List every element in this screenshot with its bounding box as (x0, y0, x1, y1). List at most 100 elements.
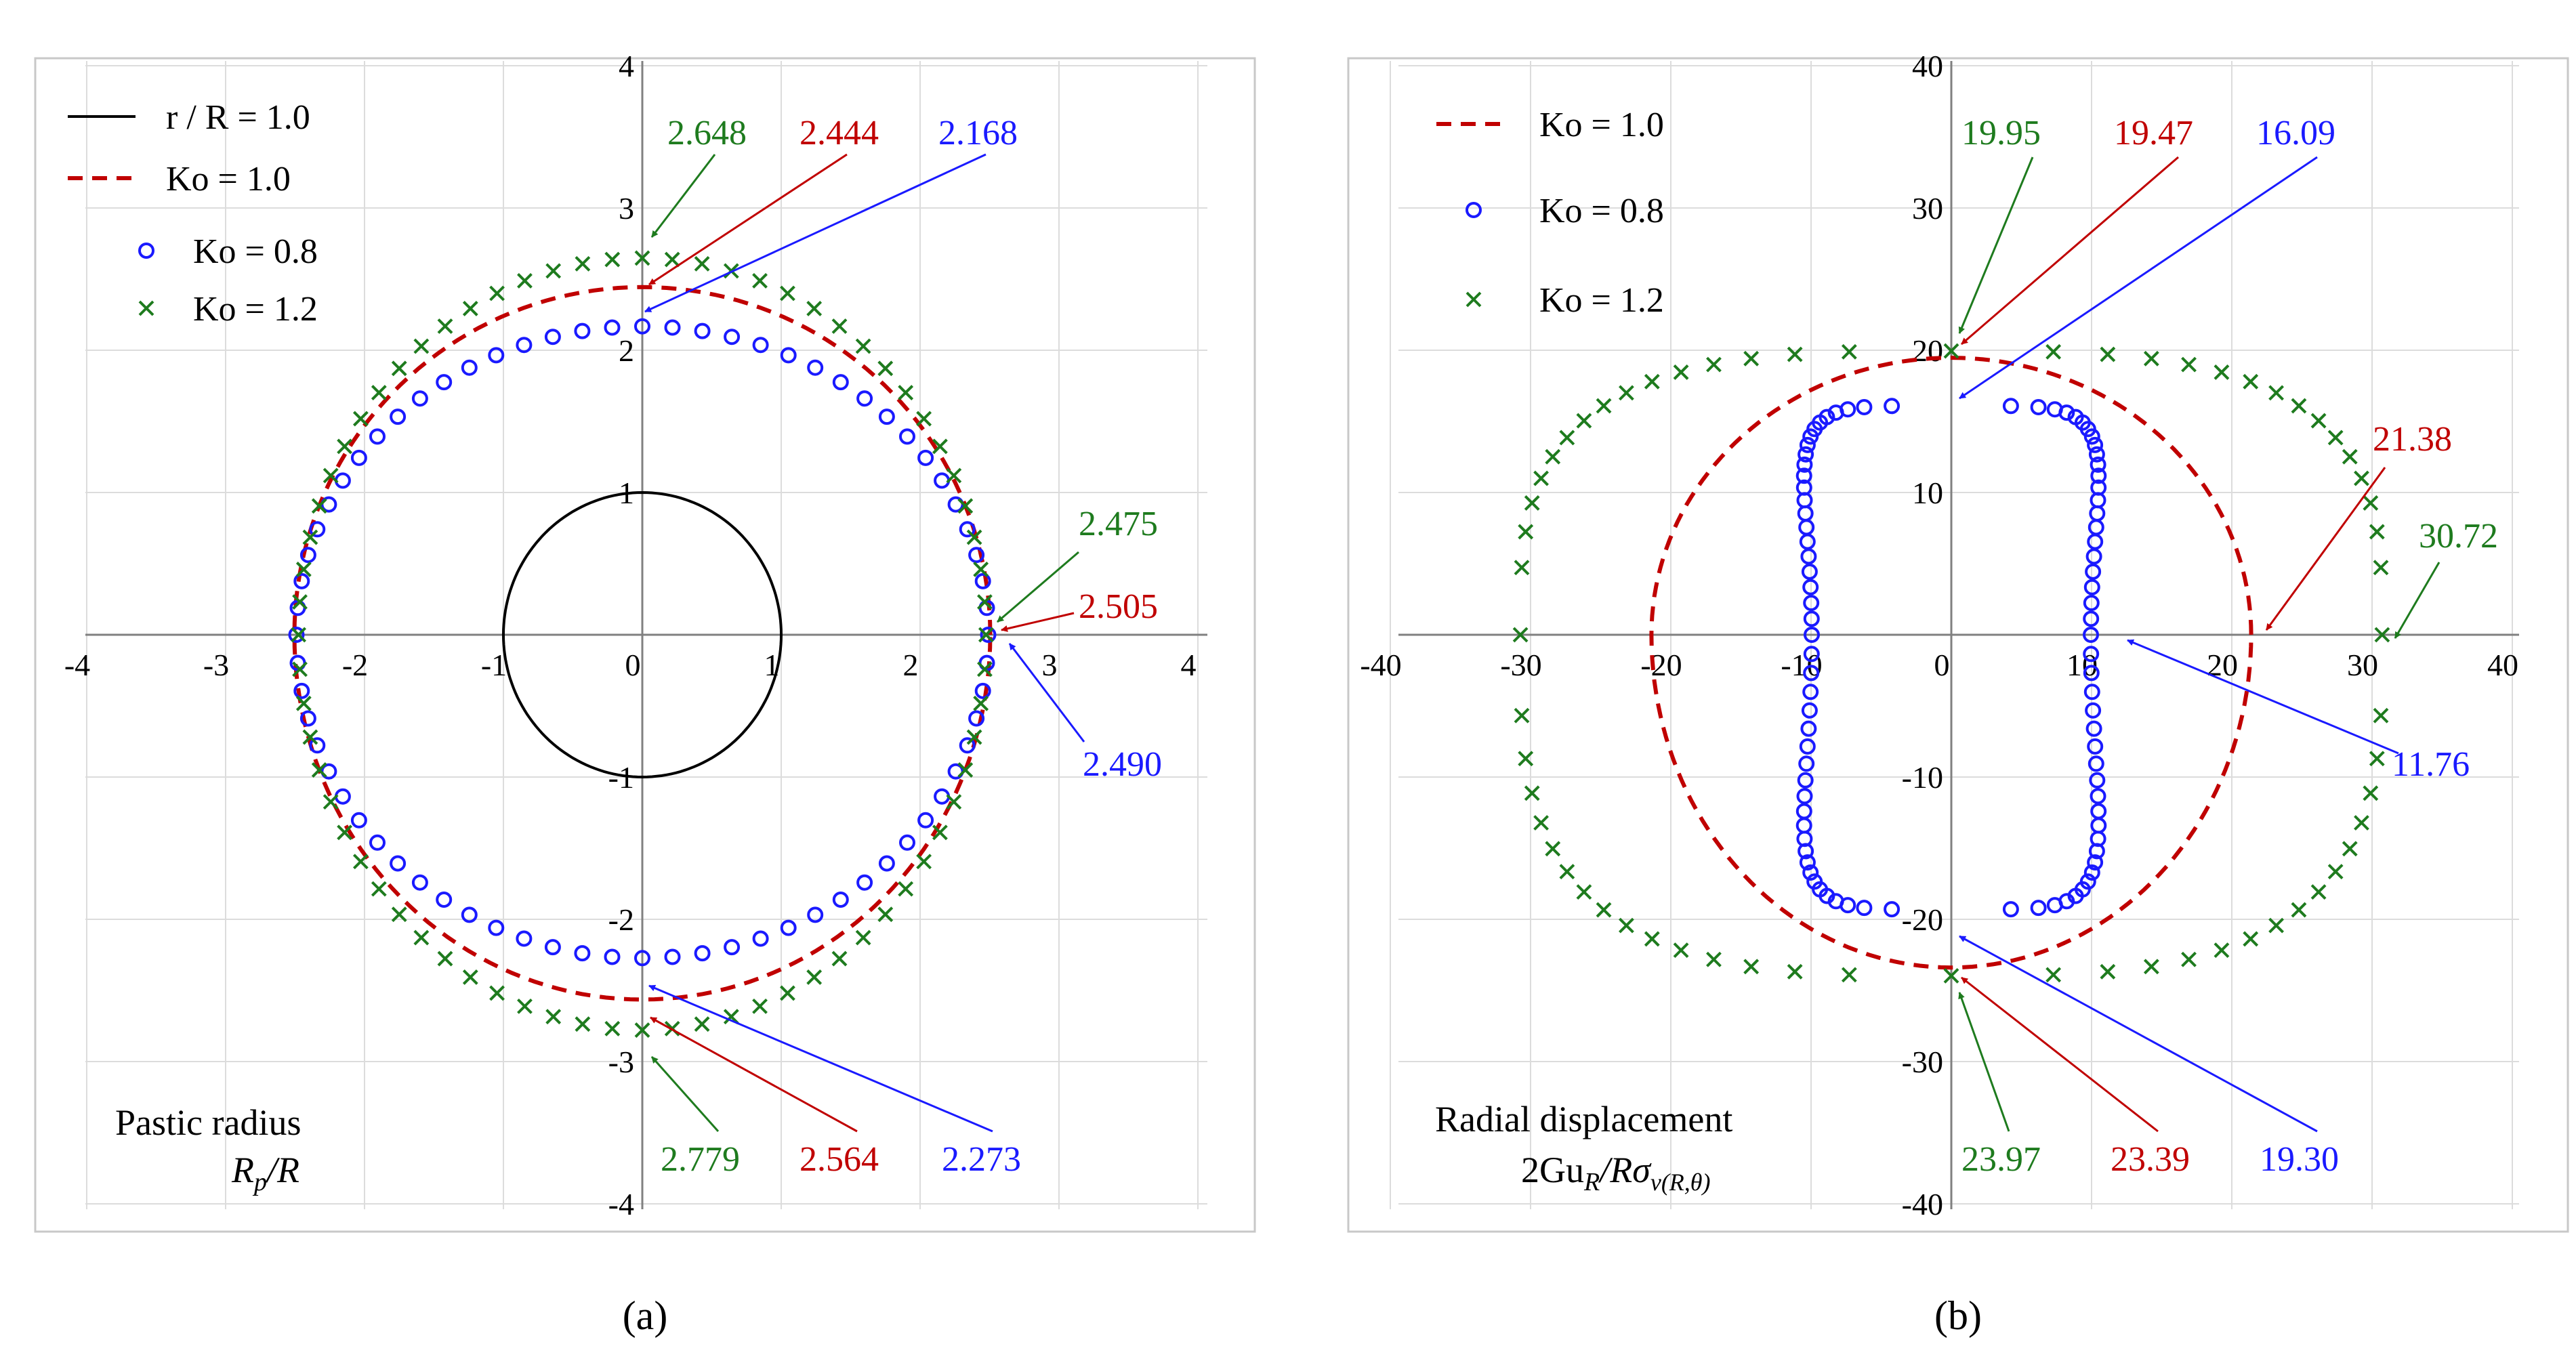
point-a-ko12-32 (311, 498, 327, 514)
point-a-ko08-23 (488, 347, 505, 364)
annotation-b-ko10-top: 19.47 (2114, 114, 2193, 152)
tick-x-b-8: 40 (2487, 648, 2518, 682)
point-b-ko12-59 (2342, 841, 2358, 857)
point-a-ko12-28 (371, 385, 387, 400)
series-b-0 (1649, 356, 2253, 970)
point-b-ko08-18 (2067, 409, 2084, 425)
tick-x-b-5: 10 (2066, 648, 2098, 682)
point-b-ko12-32 (1512, 627, 1529, 643)
point-a-ko12-35 (292, 594, 308, 610)
point-b-ko08-26 (1827, 404, 1844, 421)
point-a-ko12-27 (391, 360, 407, 377)
point-a-ko08-4 (959, 521, 976, 538)
point-b-ko12-11 (2214, 364, 2230, 380)
point-a-ko08-62 (856, 874, 873, 891)
point-a-ko12-65 (916, 854, 932, 870)
arrow-b-ko12-bottom (1958, 992, 2010, 1132)
tick-x-a-7: 3 (1042, 648, 1058, 682)
point-a-ko08-44 (369, 834, 386, 851)
point-b-ko08-22 (2002, 398, 2019, 415)
arrow-a-ko10-bottom (650, 1016, 858, 1133)
point-a-ko12-34 (295, 562, 312, 577)
series-a-0 (501, 490, 783, 779)
point-b-ko08-23 (1884, 398, 1900, 415)
point-b-ko12-42 (1644, 931, 1660, 947)
point-b-ko12-54 (2243, 931, 2259, 947)
point-b-ko08-42 (1802, 579, 1819, 595)
annotation-b-ko08-bottom: 19.30 (2260, 1140, 2339, 1179)
point-a-ko12-63 (877, 906, 894, 923)
point-b-ko08-83 (2087, 755, 2104, 772)
point-a-ko08-32 (309, 521, 326, 538)
annotation-a-ko12-top: 2.648 (667, 114, 747, 152)
point-a-ko12-4 (957, 498, 974, 514)
point-a-ko08-61 (832, 892, 849, 908)
point-b-ko12-46 (1787, 963, 1803, 980)
tick-x-a-2: -2 (342, 648, 368, 682)
panel-a-quantity-symbol: Rp/R (231, 1150, 299, 1196)
tick-y-b-6: 20 (1912, 333, 1943, 368)
annotation-b-ko08-top: 16.09 (2256, 114, 2335, 152)
symbol-a-sub: p (252, 1168, 267, 1196)
tick-x-b-2: -20 (1640, 648, 1682, 682)
point-a-ko08-52 (574, 945, 591, 962)
point-a-ko08-29 (350, 449, 367, 466)
point-a-ko08-16 (694, 322, 711, 339)
point-b-ko12-40 (1596, 902, 1612, 918)
point-a-ko08-28 (369, 428, 386, 445)
point-a-ko12-24 (462, 301, 478, 316)
point-b-ko08-31 (1799, 436, 1816, 453)
point-a-ko12-31 (323, 467, 339, 484)
point-b-ko08-69 (2030, 900, 2047, 917)
point-a-ko08-0 (980, 627, 997, 643)
point-a-ko12-61 (831, 950, 848, 967)
point-a-ko08-46 (411, 874, 428, 891)
tick-x-a-6: 2 (903, 648, 919, 682)
caption-a: (a) (623, 1293, 668, 1338)
arrow-a-ko10-right (1001, 612, 1075, 632)
point-b-ko08-84 (2087, 738, 2104, 755)
point-a-ko12-14 (752, 273, 768, 289)
point-a-ko08-48 (461, 906, 478, 923)
point-b-ko08-87 (2083, 684, 2100, 700)
tick-y-b-3: -10 (1902, 760, 1943, 795)
point-b-ko12-49 (2045, 967, 2062, 983)
panel-a-legend: r / R = 1.0 Ko = 1.0 Ko = 0.8 Ko = 1.2 (68, 98, 318, 329)
point-b-ko08-51 (1799, 738, 1816, 755)
point-b-ko08-59 (1799, 854, 1816, 871)
point-b-ko08-2 (2083, 595, 2100, 611)
point-a-ko12-56 (694, 1016, 710, 1032)
point-a-ko08-21 (544, 329, 561, 346)
point-b-ko12-10 (2243, 373, 2259, 390)
point-a-ko08-26 (411, 390, 428, 407)
point-b-ko12-6 (2327, 430, 2344, 446)
symbol-b-tail: /Rσ (1598, 1150, 1652, 1190)
point-a-ko12-37 (292, 661, 308, 677)
point-b-ko08-20 (2046, 401, 2063, 418)
point-a-ko08-49 (488, 919, 505, 936)
point-b-ko12-61 (2363, 785, 2379, 801)
arrow-b-ko12-top (1958, 156, 2034, 334)
point-a-ko08-10 (856, 390, 873, 407)
tick-y-b-5: 10 (1912, 476, 1943, 510)
point-a-ko08-63 (878, 855, 895, 872)
point-b-ko12-8 (2291, 398, 2307, 414)
point-a-ko12-13 (780, 285, 795, 301)
point-a-ko08-9 (878, 409, 895, 425)
point-a-ko08-56 (694, 945, 711, 962)
point-a-ko12-38 (295, 695, 312, 711)
series-a-3 (291, 250, 994, 1039)
arrow-b-ko10-right (2265, 467, 2386, 631)
point-b-ko08-32 (1798, 446, 1814, 463)
point-b-ko12-41 (1619, 917, 1634, 934)
point-b-ko12-1 (2373, 560, 2389, 576)
point-b-ko12-33 (1514, 707, 1530, 724)
panel-b-quantity-symbol: 2GuR/Rσv(R,θ) (1521, 1150, 1710, 1196)
point-a-ko08-47 (436, 892, 453, 908)
point-b-ko08-86 (2085, 702, 2102, 719)
point-b-ko12-62 (2369, 751, 2385, 767)
point-a-ko08-20 (574, 322, 591, 339)
annotation-b-ko12-right: 30.72 (2419, 517, 2498, 556)
point-b-ko12-16 (1943, 343, 1959, 359)
